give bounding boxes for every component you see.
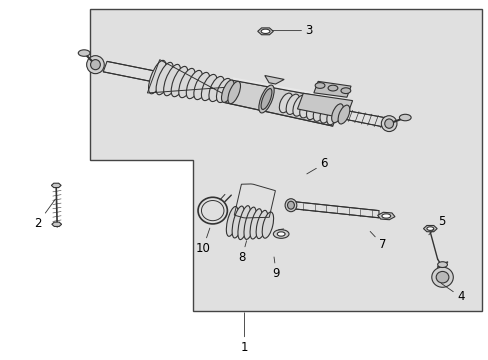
Ellipse shape xyxy=(337,105,349,124)
Text: 7: 7 xyxy=(369,231,386,251)
Ellipse shape xyxy=(171,66,187,97)
Ellipse shape xyxy=(435,271,448,283)
Ellipse shape xyxy=(249,209,262,239)
Ellipse shape xyxy=(273,230,288,238)
Ellipse shape xyxy=(279,93,292,113)
Ellipse shape xyxy=(261,29,269,33)
Polygon shape xyxy=(342,111,390,128)
Ellipse shape xyxy=(262,212,273,238)
Ellipse shape xyxy=(193,72,209,100)
Ellipse shape xyxy=(431,267,452,287)
Polygon shape xyxy=(297,93,352,119)
Ellipse shape xyxy=(148,60,165,94)
Ellipse shape xyxy=(381,116,396,131)
Ellipse shape xyxy=(90,60,100,70)
Text: 9: 9 xyxy=(272,257,280,280)
Ellipse shape xyxy=(186,71,202,99)
Ellipse shape xyxy=(232,206,244,238)
Ellipse shape xyxy=(244,207,256,239)
Polygon shape xyxy=(51,183,61,188)
Ellipse shape xyxy=(313,98,327,121)
Ellipse shape xyxy=(261,89,271,109)
Text: 3: 3 xyxy=(272,24,312,37)
Polygon shape xyxy=(231,77,343,100)
Text: 5: 5 xyxy=(428,215,444,235)
Text: 6: 6 xyxy=(306,157,327,174)
Ellipse shape xyxy=(399,114,410,121)
Ellipse shape xyxy=(201,201,224,221)
Ellipse shape xyxy=(86,56,104,74)
Ellipse shape xyxy=(285,199,296,212)
Ellipse shape xyxy=(256,210,267,239)
Ellipse shape xyxy=(315,82,325,88)
Ellipse shape xyxy=(179,68,195,98)
Ellipse shape xyxy=(306,97,320,120)
Polygon shape xyxy=(313,81,350,97)
Ellipse shape xyxy=(326,100,341,125)
Ellipse shape xyxy=(426,227,433,230)
Ellipse shape xyxy=(331,104,343,123)
Polygon shape xyxy=(52,222,61,226)
Polygon shape xyxy=(90,9,481,311)
Ellipse shape xyxy=(277,232,285,236)
Ellipse shape xyxy=(201,75,217,100)
Ellipse shape xyxy=(287,201,294,209)
Polygon shape xyxy=(264,76,284,84)
Ellipse shape xyxy=(208,76,224,102)
Polygon shape xyxy=(423,225,436,232)
Ellipse shape xyxy=(221,80,234,102)
Ellipse shape xyxy=(258,85,274,113)
Ellipse shape xyxy=(227,81,240,104)
Ellipse shape xyxy=(78,50,90,56)
Polygon shape xyxy=(293,202,378,218)
Text: 2: 2 xyxy=(34,199,55,230)
Polygon shape xyxy=(377,212,394,220)
Ellipse shape xyxy=(437,262,447,267)
Ellipse shape xyxy=(327,85,337,91)
Text: 8: 8 xyxy=(238,241,246,264)
Ellipse shape xyxy=(285,94,299,114)
Ellipse shape xyxy=(381,214,390,218)
Polygon shape xyxy=(103,62,155,81)
Ellipse shape xyxy=(384,119,393,128)
Ellipse shape xyxy=(320,99,334,123)
Ellipse shape xyxy=(238,206,250,239)
Ellipse shape xyxy=(299,96,313,118)
Text: 4: 4 xyxy=(440,283,464,303)
Ellipse shape xyxy=(156,62,173,95)
Ellipse shape xyxy=(226,207,238,236)
Text: 1: 1 xyxy=(240,313,248,354)
Ellipse shape xyxy=(163,64,180,96)
Ellipse shape xyxy=(292,95,306,116)
Ellipse shape xyxy=(340,88,350,94)
Ellipse shape xyxy=(216,78,231,103)
Polygon shape xyxy=(257,28,273,35)
Polygon shape xyxy=(223,80,342,126)
Text: 10: 10 xyxy=(195,228,210,255)
